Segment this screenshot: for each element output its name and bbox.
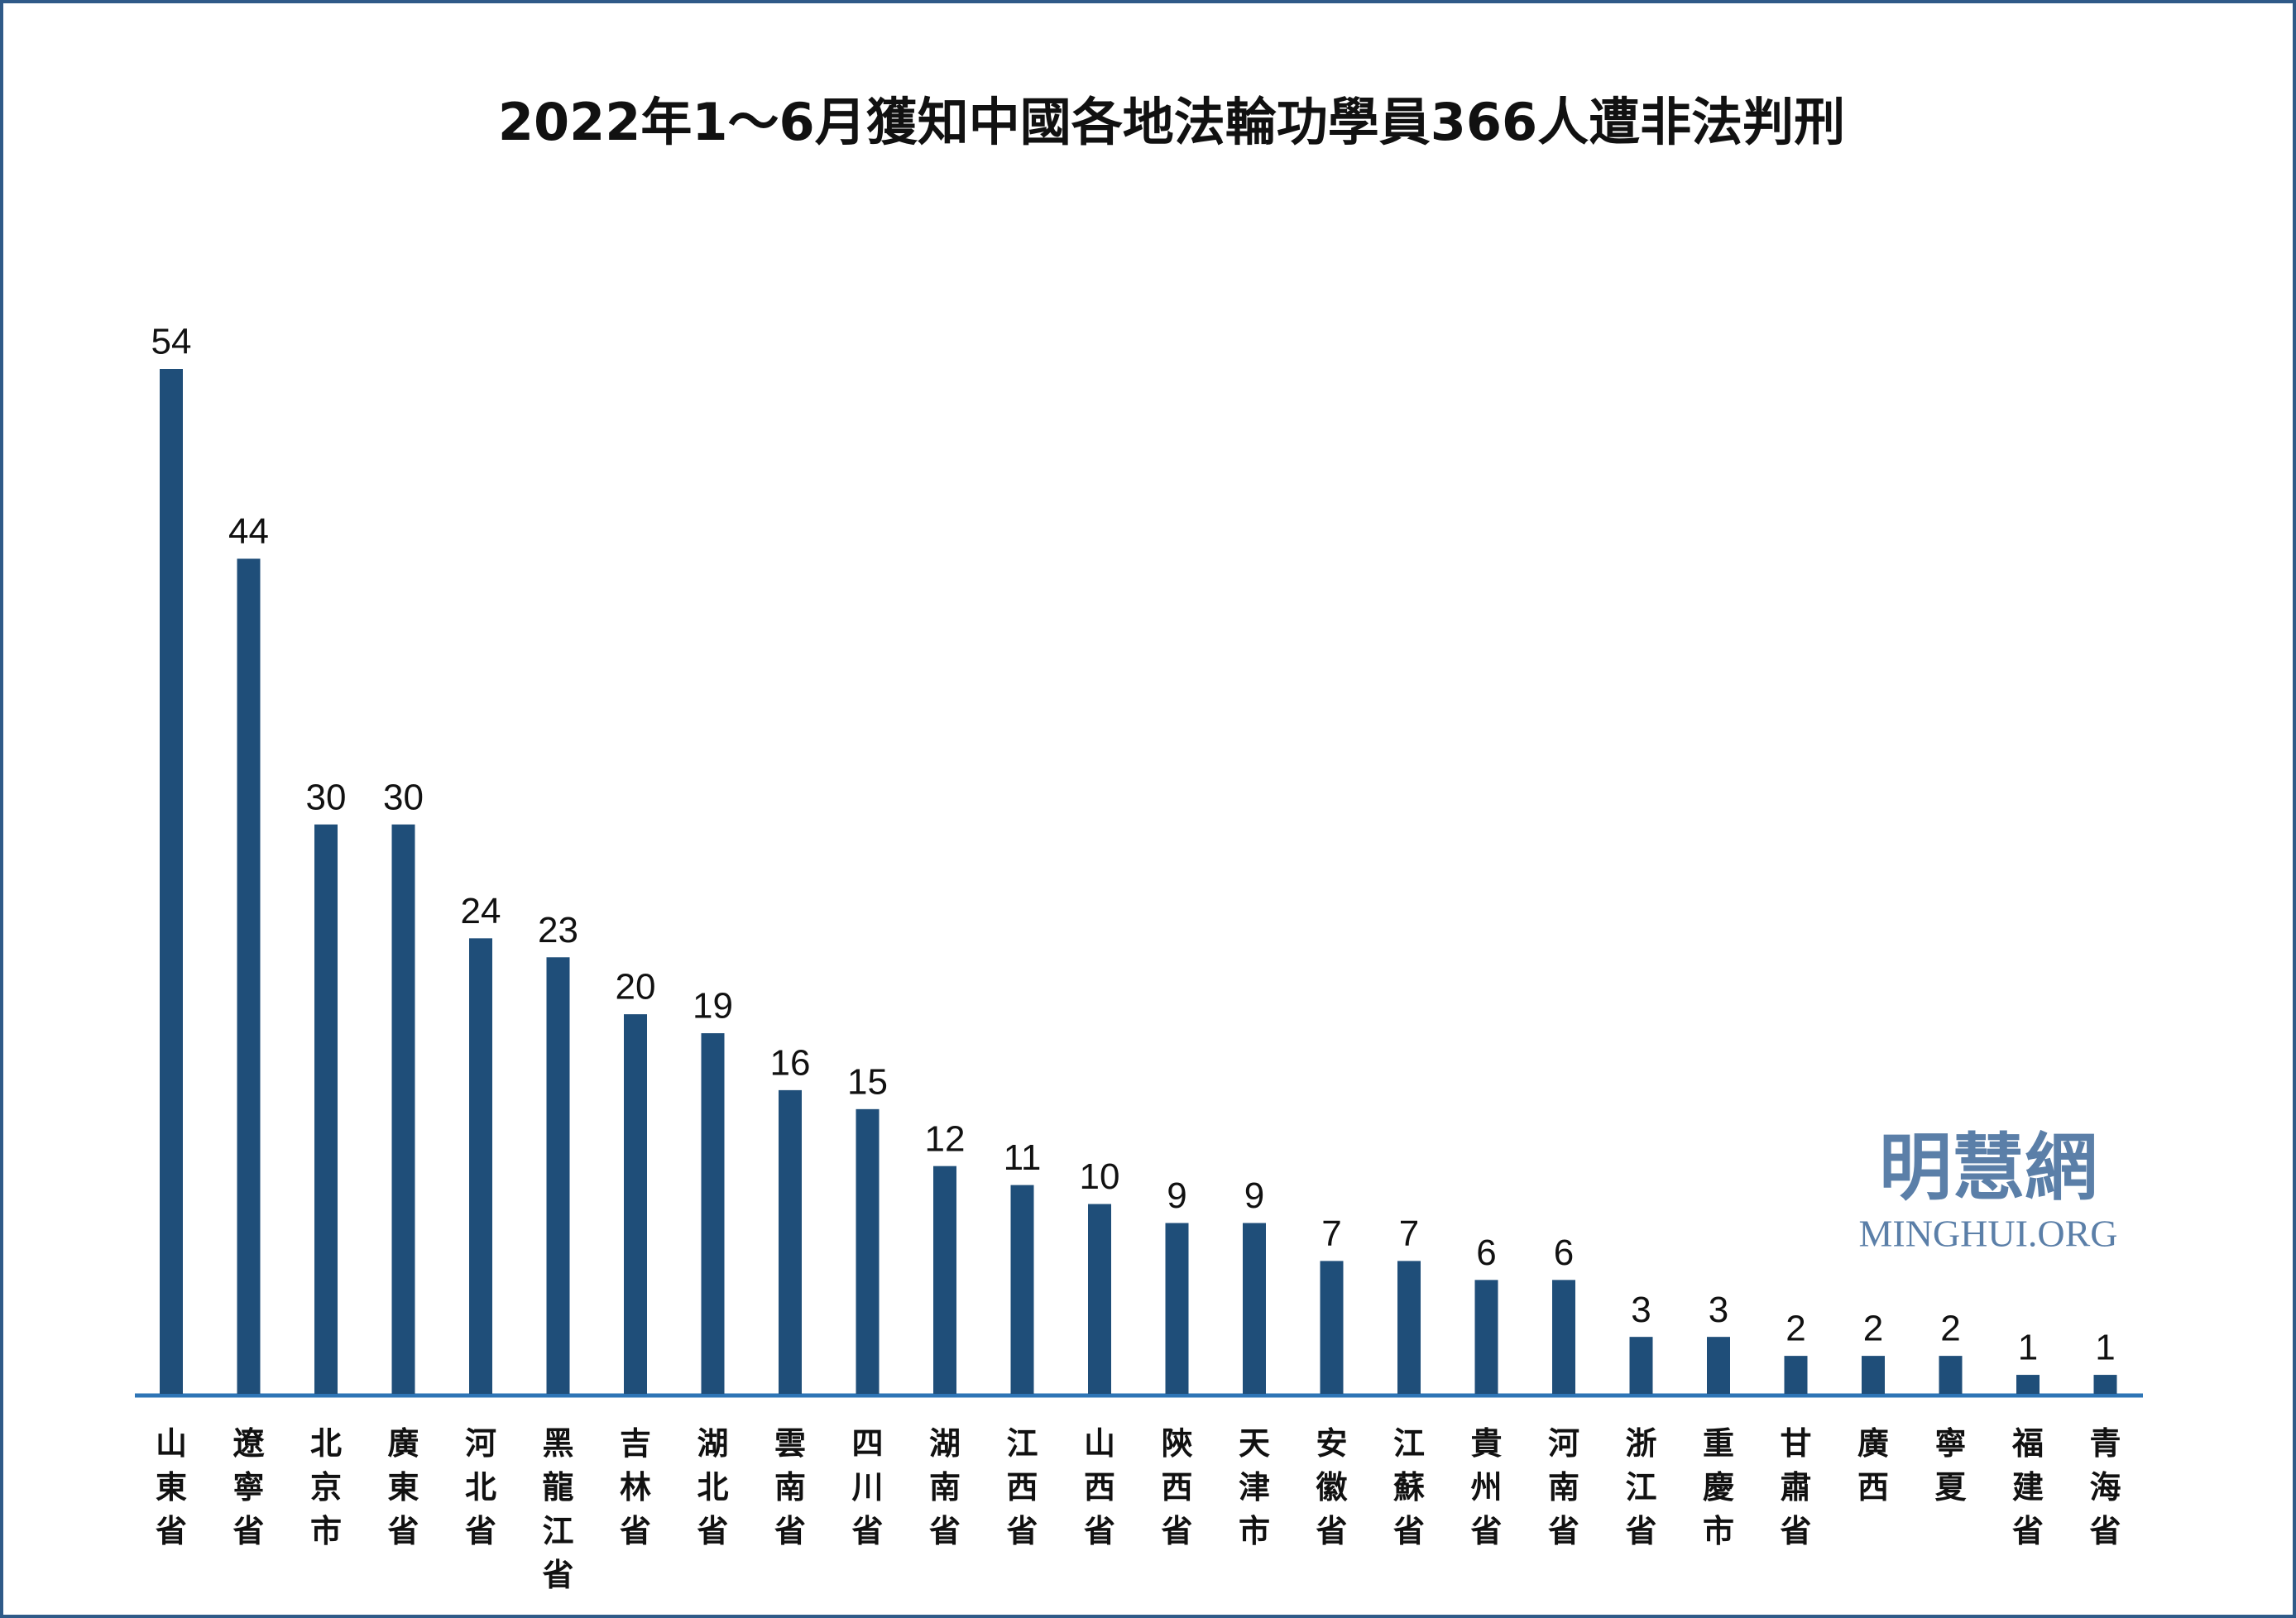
bar	[1474, 1280, 1498, 1394]
x-tick-label: 四川省	[851, 1425, 883, 1549]
bar	[469, 938, 492, 1394]
bar	[2093, 1375, 2117, 1394]
value-label: 2	[1786, 1309, 1805, 1349]
bar	[856, 1108, 880, 1394]
value-label: 15	[847, 1061, 888, 1102]
bar	[1243, 1223, 1266, 1394]
value-label: 24	[461, 891, 501, 931]
watermark: 明慧網	[1879, 1125, 2097, 1210]
value-label: 10	[1080, 1156, 1120, 1197]
value-label: 11	[1004, 1137, 1042, 1178]
x-tick-label: 山西省	[1084, 1425, 1115, 1549]
value-label: 30	[383, 777, 424, 817]
value-label: 23	[538, 910, 578, 950]
x-tick-label: 廣東省	[387, 1425, 419, 1549]
x-tick-label: 遼寧省	[232, 1425, 265, 1549]
bar	[1165, 1223, 1189, 1394]
x-tick-label: 寧夏	[1934, 1425, 1967, 1506]
bar	[624, 1014, 647, 1394]
value-label: 2	[1940, 1309, 1960, 1349]
bar	[1010, 1185, 1034, 1394]
value-label: 7	[1399, 1214, 1419, 1254]
bar	[314, 824, 338, 1394]
bar	[237, 558, 261, 1394]
x-tick-label: 山東省	[156, 1425, 187, 1549]
x-tick-label: 黑龍江省	[542, 1425, 573, 1593]
value-label: 54	[151, 322, 192, 362]
bar	[1629, 1337, 1653, 1394]
x-tick-label: 青海省	[2089, 1425, 2121, 1549]
bar	[1784, 1356, 1808, 1394]
chart-title: 2022年1～6月獲知中國各地法輪功學員366人遭非法判刑	[498, 92, 1845, 152]
bar	[160, 369, 183, 1394]
bar	[779, 1089, 802, 1394]
x-tick-label: 湖南省	[929, 1425, 961, 1549]
x-tick-label: 福建省	[2011, 1425, 2044, 1549]
value-label: 1	[2095, 1328, 2115, 1368]
x-tick-label: 湖北省	[697, 1425, 728, 1549]
value-label: 1	[2018, 1328, 2038, 1368]
bar	[1088, 1204, 1111, 1394]
value-label: 12	[925, 1118, 966, 1159]
bar	[701, 1033, 725, 1394]
x-tick-label: 北京市	[310, 1425, 342, 1549]
x-tick-label: 吉林省	[620, 1425, 651, 1549]
x-tick-label: 江蘇省	[1393, 1425, 1425, 1549]
x-tick-label: 河南省	[1548, 1425, 1579, 1549]
x-tick-label: 浙江省	[1625, 1425, 1656, 1549]
x-tick-label: 重慶市	[1703, 1425, 1734, 1549]
value-label: 9	[1244, 1175, 1264, 1216]
bar	[1707, 1337, 1730, 1394]
value-label: 20	[616, 967, 656, 1008]
value-label: 9	[1167, 1175, 1186, 1216]
bar	[391, 824, 415, 1394]
bar	[1939, 1356, 1963, 1394]
bar	[933, 1166, 956, 1394]
value-label: 6	[1554, 1233, 1574, 1273]
x-tick-label: 安徽省	[1315, 1425, 1348, 1549]
bar	[1862, 1356, 1885, 1394]
value-label: 30	[306, 777, 347, 817]
value-label: 3	[1709, 1290, 1728, 1330]
x-tick-label: 甘肅省	[1780, 1425, 1811, 1549]
value-label: 7	[1321, 1214, 1341, 1254]
x-tick-label: 雲南省	[774, 1425, 806, 1549]
x-tick-label: 陝西省	[1161, 1425, 1192, 1549]
value-label: 44	[228, 511, 269, 552]
x-tick-label: 貴州省	[1470, 1425, 1502, 1549]
x-tick-label: 江西省	[1006, 1425, 1038, 1549]
value-label: 3	[1631, 1290, 1651, 1330]
value-label: 6	[1476, 1233, 1496, 1273]
bar	[1320, 1261, 1344, 1394]
x-tick-label: 廣西	[1857, 1425, 1889, 1506]
bar	[2016, 1375, 2040, 1394]
x-tick-label: 天津市	[1239, 1425, 1270, 1549]
value-label: 19	[693, 986, 733, 1027]
bar	[1552, 1280, 1575, 1394]
value-label: 16	[770, 1043, 811, 1084]
value-label: 2	[1863, 1309, 1883, 1349]
x-tick-label: 河北省	[465, 1425, 496, 1549]
bar	[546, 957, 570, 1394]
bar	[1397, 1261, 1421, 1394]
watermark-url: MINGHUI.ORG	[1858, 1213, 2117, 1255]
